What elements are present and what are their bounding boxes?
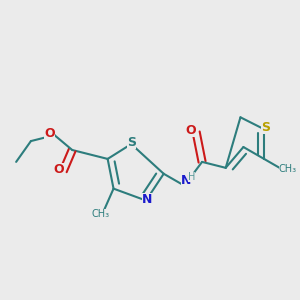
Text: CH₃: CH₃ [91,209,109,219]
Text: N: N [181,174,191,187]
Text: O: O [54,163,64,176]
Text: S: S [261,121,270,134]
Text: N: N [142,193,153,206]
Text: CH₃: CH₃ [279,164,297,174]
Text: O: O [44,127,55,140]
Text: S: S [127,136,136,149]
Text: O: O [185,124,196,137]
Text: H: H [188,172,195,182]
